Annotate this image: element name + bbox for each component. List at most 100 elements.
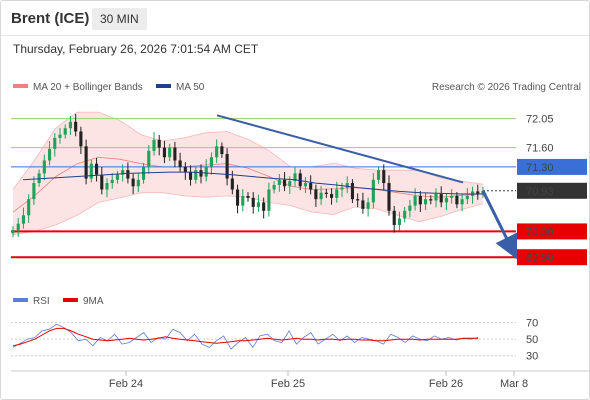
candle-body xyxy=(37,173,41,184)
candle-body xyxy=(309,183,313,190)
candle-body xyxy=(262,202,266,211)
rsi-line xyxy=(12,323,479,350)
level-label-72-05: 72.05 xyxy=(526,114,554,126)
level-label-69-90: 69.90 xyxy=(526,252,554,264)
ma50-legend-label: MA 50 xyxy=(176,82,205,93)
instrument-title: Brent (ICE) xyxy=(11,10,90,27)
candle-body xyxy=(392,210,396,225)
candle-body xyxy=(423,199,428,205)
candle-body xyxy=(152,139,156,151)
candle-body xyxy=(324,192,328,195)
candle-body xyxy=(58,134,62,138)
timeframe-badge[interactable]: 30 MIN xyxy=(92,8,147,30)
ma50-legend-swatch xyxy=(156,84,171,88)
rsi-tick-30: 30 xyxy=(526,351,538,363)
price-axis-labels: 72.05 71.60 71.30 70.93 70.30 69.90 xyxy=(517,114,587,266)
level-label-71-60: 71.60 xyxy=(526,143,554,155)
level-label-bg-70-93 xyxy=(517,182,587,199)
level-label-bg-70-30 xyxy=(517,223,587,240)
candle-body xyxy=(235,189,240,206)
candle-body xyxy=(434,194,438,201)
rsi-legend-swatch xyxy=(13,298,28,302)
candle-body xyxy=(418,195,422,205)
candle-body xyxy=(199,170,203,177)
candle-body xyxy=(47,148,52,161)
candle-body xyxy=(131,178,135,187)
candle-body xyxy=(241,195,245,206)
rsi-tick-70: 70 xyxy=(526,318,538,330)
level-label-bg-69-90 xyxy=(517,249,587,266)
candle-body xyxy=(256,202,261,207)
candle-body xyxy=(382,170,386,184)
candle-body xyxy=(110,179,114,184)
candle-body xyxy=(288,181,292,187)
candle-body xyxy=(157,139,161,148)
x-tick-label: Mar 8 xyxy=(500,378,528,390)
candle-body xyxy=(397,218,402,225)
candle-body xyxy=(403,210,407,219)
bollinger-band-fill xyxy=(13,112,483,235)
rsi-ma-legend-swatch xyxy=(63,298,78,302)
copyright: Research © 2026 Trading Central xyxy=(432,82,581,93)
candle-body xyxy=(84,146,88,179)
candle-body xyxy=(115,174,120,180)
x-tick-label: Feb 26 xyxy=(429,378,463,390)
candle-body xyxy=(220,146,224,155)
candle-body xyxy=(168,147,172,158)
candle-body xyxy=(79,131,83,147)
candle-body xyxy=(455,195,459,205)
candle-body xyxy=(194,170,198,180)
candle-body xyxy=(27,199,31,216)
candle-body xyxy=(460,199,464,205)
x-tick-label: Feb 24 xyxy=(109,378,143,390)
candle-body xyxy=(178,160,182,167)
candle-body xyxy=(429,199,433,201)
bollinger-bands xyxy=(12,111,484,235)
candle-body xyxy=(89,163,93,179)
candle-body xyxy=(68,121,73,129)
candle-body xyxy=(272,184,276,190)
candlesticks xyxy=(11,114,485,238)
moving-averages xyxy=(22,171,483,195)
candle-body xyxy=(356,199,360,201)
candle-body xyxy=(476,191,480,195)
rsi-tick-50: 50 xyxy=(526,334,538,346)
candle-body xyxy=(215,146,219,158)
candle-body xyxy=(173,147,177,161)
candle-body xyxy=(183,166,187,173)
candle-body xyxy=(314,189,318,200)
candle-body xyxy=(136,179,140,187)
timestamp: Thursday, February 26, 2026 7:01:54 AM C… xyxy=(13,42,259,56)
bollinger-upper-band xyxy=(12,111,484,190)
candle-body xyxy=(105,183,109,190)
candle-body xyxy=(63,128,67,135)
candle-body xyxy=(335,189,339,198)
candle-body xyxy=(361,200,365,209)
chart-header: Brent (ICE) 30 MIN xyxy=(1,1,589,35)
rsi-panel: 70 50 30 xyxy=(11,318,538,363)
candle-body xyxy=(225,154,229,179)
candle-body xyxy=(53,137,57,149)
bollinger-legend-label: MA 20 + Bollinger Bands xyxy=(33,82,143,93)
candle-body xyxy=(94,163,99,175)
rsi-ma-legend-label: 9MA xyxy=(83,296,104,307)
candle-body xyxy=(42,160,46,174)
candle-body xyxy=(376,170,381,180)
candle-body xyxy=(408,205,412,211)
candle-body xyxy=(444,197,449,203)
level-label-70-93: 70.93 xyxy=(526,186,554,198)
candle-body xyxy=(345,183,349,188)
level-label-70-30: 70.30 xyxy=(526,226,554,238)
candle-body xyxy=(126,170,130,179)
candle-body xyxy=(162,147,167,158)
candle-body xyxy=(413,195,417,206)
candle-body xyxy=(267,189,271,211)
candle-body xyxy=(282,179,287,187)
candle-body xyxy=(147,150,151,167)
x-axis: Feb 24 Feb 25 Feb 26 Mar 8 xyxy=(109,371,528,390)
candle-body xyxy=(387,183,391,211)
ma50-line xyxy=(22,171,483,195)
candle-body xyxy=(204,166,208,177)
candle-body xyxy=(246,195,250,198)
